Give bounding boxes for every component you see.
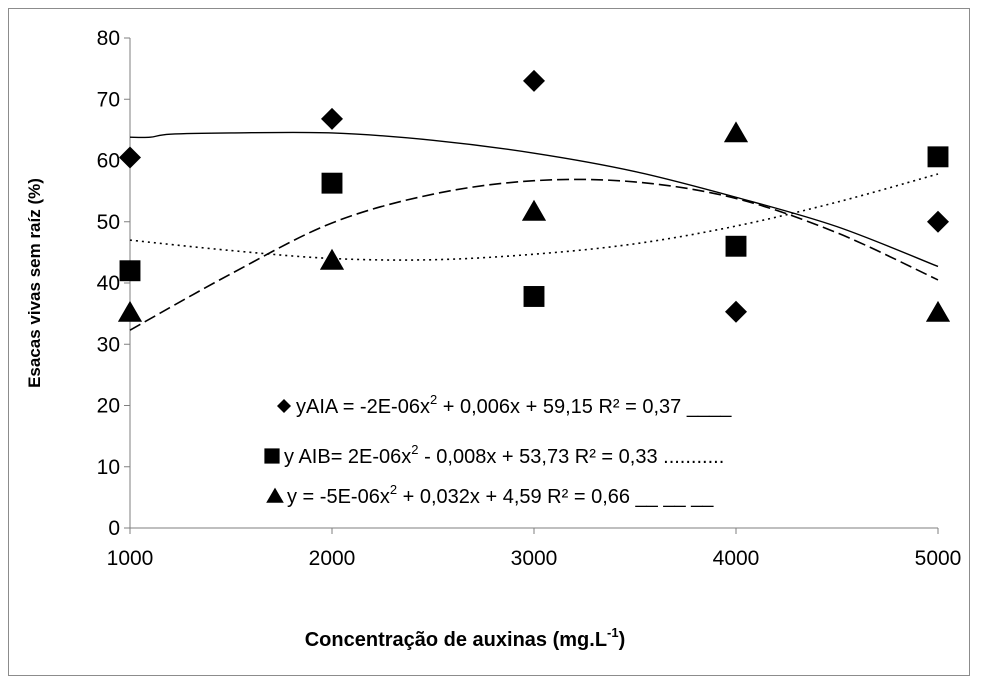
trend-line-dotted — [129, 173, 939, 261]
legend-marker-triangle — [266, 487, 284, 503]
data-point-diamond — [321, 107, 343, 130]
y-tick-label: 10 — [97, 456, 120, 479]
legend-text: yAIA = -2E-06x — [296, 396, 430, 418]
legend-text: y AIB= 2E-06x — [284, 446, 411, 468]
legend-text: y = -5E-06x — [287, 486, 390, 508]
data-point-square — [523, 286, 545, 307]
x-axis-title: Concentração de auxinas (mg.L-1) — [305, 625, 626, 651]
trend-lines — [129, 131, 939, 331]
data-point-square — [927, 146, 949, 168]
data-point-triangle — [723, 121, 749, 143]
data-point-triangle — [925, 300, 951, 322]
x-tick-label: 5000 — [915, 547, 962, 570]
x-tick-label: 4000 — [713, 547, 760, 570]
y-tick-label: 60 — [97, 150, 120, 173]
y-tick-label: 70 — [97, 88, 120, 111]
x-tick-label: 3000 — [511, 547, 558, 570]
data-point-square — [119, 260, 141, 282]
y-tick-label: 30 — [97, 333, 120, 356]
legend-entry: y AIB= 2E-06x2 - 0,008x + 53,73 R² = 0,3… — [284, 442, 724, 468]
legend-marker-square — [264, 448, 280, 464]
legend-text-rest: + 0,006x + 59,15 R² = 0,37 ____ — [437, 396, 732, 418]
y-tick-label: 50 — [97, 211, 120, 234]
y-tick-label: 40 — [97, 272, 120, 295]
x-axis-title-sup: -1 — [607, 625, 619, 640]
legend-entry: yAIA = -2E-06x2 + 0,006x + 59,15 R² = 0,… — [296, 392, 732, 418]
legend-superscript: 2 — [390, 482, 397, 497]
legend-marker-diamond — [277, 399, 291, 413]
data-point-diamond — [523, 69, 545, 92]
y-tick-label: 0 — [108, 517, 120, 540]
data-point-triangle — [117, 300, 143, 322]
data-point-square — [321, 172, 343, 194]
data-point-triangle — [521, 199, 547, 221]
legend-entry: y = -5E-06x2 + 0,032x + 4,59 R² = 0,66 _… — [287, 482, 714, 508]
data-point-diamond — [119, 146, 141, 169]
y-axis-title: Esacas vivas sem raíz (%) — [25, 178, 44, 388]
x-axis-title-main: Concentração de auxinas (mg.L — [305, 629, 607, 651]
x-tick-label: 2000 — [309, 547, 356, 570]
chart-frame — [8, 8, 970, 676]
legend: yAIA = -2E-06x2 + 0,006x + 59,15 R² = 0,… — [264, 392, 732, 508]
data-markers — [117, 69, 951, 323]
data-point-diamond — [725, 300, 747, 323]
x-tick-label: 1000 — [107, 547, 154, 570]
data-point-triangle — [319, 248, 345, 270]
legend-text-rest: + 0,032x + 4,59 R² = 0,66 __ __ __ — [397, 486, 714, 508]
data-point-square — [725, 235, 747, 257]
data-point-diamond — [927, 210, 949, 233]
legend-superscript: 2 — [411, 442, 418, 457]
trend-line-solid — [129, 131, 939, 268]
y-tick-label: 80 — [97, 27, 120, 50]
axes: 0 10 20 30 40 50 60 70 80 1000 2000 3000 4000 5000 — [97, 27, 962, 570]
legend-text-rest: - 0,008x + 53,73 R² = 0,33 ........... — [419, 446, 725, 468]
legend-superscript: 2 — [430, 392, 437, 407]
y-tick-label: 20 — [97, 395, 120, 418]
trend-line-dashed — [129, 178, 939, 331]
x-axis-title-end: ) — [619, 629, 626, 651]
